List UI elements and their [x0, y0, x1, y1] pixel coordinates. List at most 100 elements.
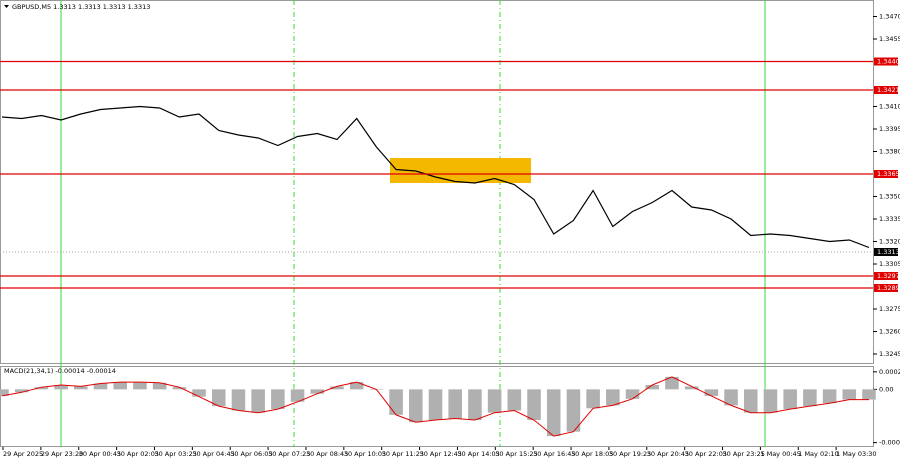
- y-tick-label: 1.3245: [879, 350, 900, 358]
- price-frame: [0, 0, 874, 364]
- macd-bar: [724, 389, 738, 406]
- macd-bar: [409, 389, 423, 423]
- macd-bar: [704, 389, 719, 396]
- y-tick-label: 1.3470: [879, 13, 900, 21]
- x-tick-label: 30 Apr 12:45: [420, 450, 462, 458]
- macd-bar: [74, 386, 88, 390]
- level-label: 1.3365: [877, 170, 900, 178]
- x-tick-label: 1 May 03:30: [836, 450, 876, 458]
- level-label: 1.3421: [877, 86, 900, 94]
- macd-bar: [0, 389, 9, 396]
- macd-bar: [783, 389, 797, 410]
- macd-bar: [211, 389, 226, 407]
- current-price-label: 1.3313: [877, 248, 900, 256]
- macd-bar: [271, 389, 285, 410]
- y-tick-label: 1.3395: [879, 125, 900, 133]
- y-tick-label: 0.00024: [879, 368, 900, 376]
- x-tick-label: 1 May 00:45: [760, 450, 800, 458]
- y-tick-label: 1.3335: [879, 215, 900, 223]
- macd-bar: [468, 389, 482, 420]
- x-tick-label: 30 Apr 22:05: [685, 450, 727, 458]
- x-tick-label: 30 Apr 04:45: [192, 450, 234, 458]
- macd-bar: [842, 389, 857, 400]
- x-tick-label: 30 Apr 02:05: [117, 450, 159, 458]
- y-tick-label: 1.3350: [879, 193, 900, 201]
- macd-bar: [34, 387, 49, 390]
- macd-title: MACD(21,34,1) -0.00014 -0.00014: [4, 367, 116, 375]
- x-tick-label: 30 Apr 03:25: [154, 450, 196, 458]
- macd-bar: [349, 382, 364, 390]
- y-tick-label: -0.00073: [879, 439, 900, 447]
- y-tick-label: 1.3260: [879, 328, 900, 336]
- level-label-bg: [874, 170, 898, 178]
- macd-frame: [0, 366, 874, 447]
- macd-bar: [527, 389, 541, 420]
- x-tick-label: 30 Apr 07:25: [268, 450, 310, 458]
- x-tick-label: 30 Apr 20:45: [647, 450, 689, 458]
- x-tick-label: 30 Apr 11:25: [382, 450, 424, 458]
- macd-bar: [133, 382, 147, 390]
- y-tick-label: 1.3275: [879, 305, 900, 313]
- macd-signal-line: [1, 376, 869, 437]
- level-label-bg: [874, 284, 898, 292]
- macd-bar: [251, 389, 265, 413]
- level-label: 1.3289: [877, 284, 900, 292]
- x-tick-label: 30 Apr 00:45: [79, 450, 121, 458]
- macd-bar: [428, 389, 443, 420]
- title-arrow: [4, 5, 9, 8]
- macd-bar: [290, 389, 305, 402]
- macd-bar: [684, 386, 699, 390]
- macd-bar: [152, 382, 167, 390]
- macd-bar: [606, 389, 620, 406]
- macd-bar: [546, 389, 561, 437]
- macd-bar: [172, 387, 187, 390]
- y-tick-label: 1.3380: [879, 148, 900, 156]
- y-tick-label: 1.3320: [879, 238, 900, 246]
- chart-title: GBPUSD,M5 1.3313 1.3313 1.3313 1.3313: [12, 3, 150, 11]
- macd-bar: [231, 389, 246, 411]
- x-tick-label: 29 Apr 2025: [3, 450, 43, 458]
- y-tick-label: 0.00: [879, 385, 893, 393]
- x-tick-label: 30 Apr 18:05: [571, 450, 613, 458]
- macd-bar: [389, 389, 403, 415]
- macd-bar: [310, 389, 325, 394]
- macd-bar: [665, 376, 679, 390]
- level-label: 1.3440: [877, 58, 900, 66]
- macd-bar: [566, 389, 581, 432]
- x-tick-label: 30 Apr 08:45: [306, 450, 348, 458]
- macd-bar: [822, 389, 837, 404]
- x-tick-label: 1 May 02:10: [798, 450, 838, 458]
- y-tick-label: 1.3305: [879, 260, 900, 268]
- macd-bar: [625, 389, 640, 399]
- level-label-bg: [874, 272, 898, 280]
- macd-bar: [743, 389, 758, 413]
- macd-bar: [54, 384, 68, 390]
- macd-bar: [448, 389, 462, 419]
- x-tick-label: 30 Apr 14:05: [457, 450, 499, 458]
- macd-bar: [113, 382, 128, 390]
- level-label: 1.3297: [877, 272, 900, 280]
- x-tick-label: 30 Apr 23:25: [723, 450, 765, 458]
- macd-bar: [330, 386, 344, 390]
- y-tick-label: 1.3410: [879, 103, 900, 111]
- macd-bar: [645, 384, 660, 390]
- macd-bar: [586, 389, 600, 409]
- macd-bar: [763, 389, 778, 413]
- x-tick-label: 30 Apr 19:25: [609, 450, 651, 458]
- x-tick-label: 29 Apr 23:20: [41, 450, 83, 458]
- macd-bar: [803, 389, 817, 407]
- y-tick-label: 1.3455: [879, 35, 900, 43]
- macd-bar: [487, 389, 502, 413]
- x-tick-label: 30 Apr 15:25: [495, 450, 537, 458]
- x-tick-label: 30 Apr 10:05: [344, 450, 386, 458]
- macd-bar: [93, 383, 108, 390]
- current-price-bg: [874, 248, 898, 256]
- x-tick-label: 30 Apr 06:05: [230, 450, 272, 458]
- macd-bar: [862, 389, 876, 400]
- x-tick-label: 30 Apr 16:45: [533, 450, 575, 458]
- macd-bar: [507, 389, 522, 411]
- macd-bar: [14, 389, 29, 393]
- macd-bar: [192, 389, 206, 397]
- price-line: [1, 105, 870, 249]
